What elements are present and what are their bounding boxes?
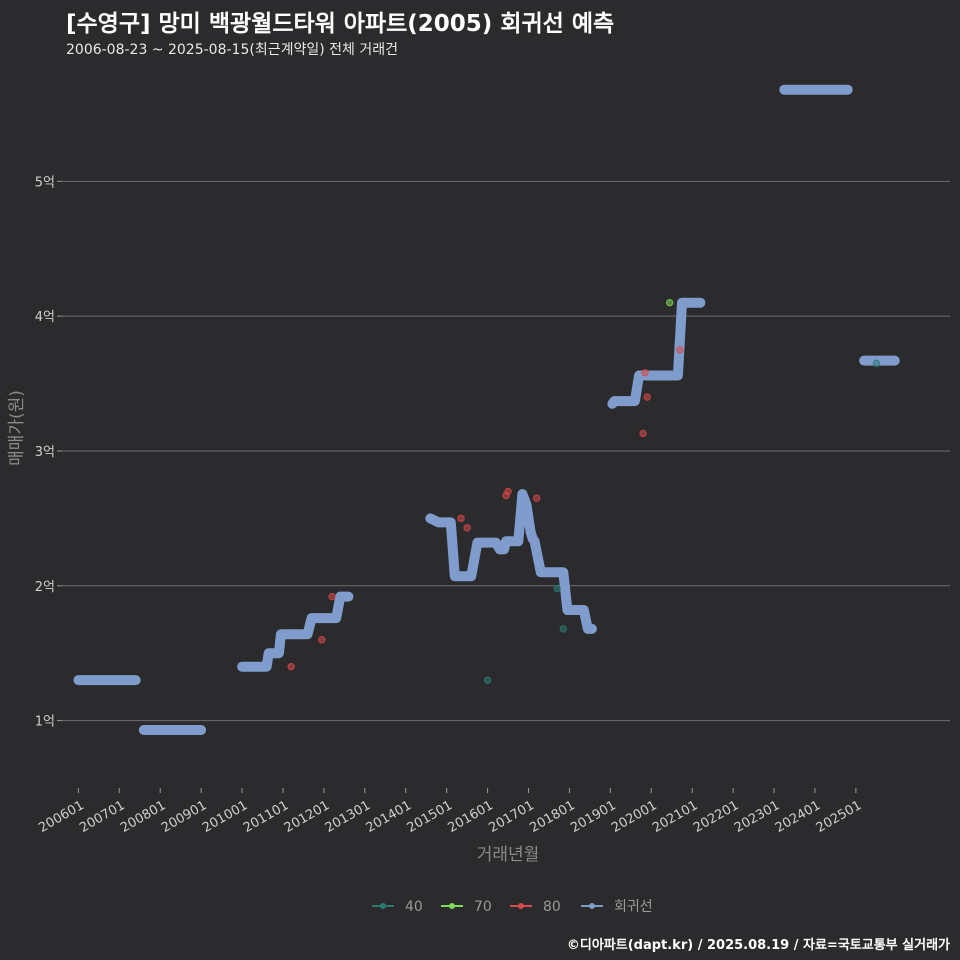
data-point-80 [328,592,336,601]
legend-key-dot [589,903,595,909]
legend-key-dot [380,903,386,909]
data-point-40 [559,625,567,633]
x-tick-label: 201401 [364,798,414,836]
data-point-80 [463,524,471,532]
x-tick-label: 202201 [691,798,741,836]
x-tick-label: 200601 [36,798,86,836]
data-point-40 [483,676,492,684]
legend-label: 40 [405,899,423,915]
legend-key-dot [518,903,524,909]
y-axis-title: 매매가(원) [7,390,27,466]
x-tick-label: 201601 [445,798,495,836]
x-tick-label: 202501 [814,798,864,836]
regression-line [425,489,597,634]
y-tick-label: 2억 [35,580,55,595]
x-tick-label: 201501 [405,798,455,836]
data-point-70 [665,298,674,307]
data-point-80 [457,514,465,523]
data-point-80 [676,346,684,354]
legend-label: 70 [474,899,492,915]
x-tick-label: 202401 [773,798,823,836]
x-tick-label: 200801 [118,798,168,836]
data-point-40 [872,359,881,368]
grid-lines [62,180,950,722]
regression-line [607,297,706,409]
y-tick-label: 4억 [35,310,55,325]
x-axis-title: 거래년월 [477,845,540,865]
x-tick-label: 201801 [527,798,577,836]
y-tick-label: 3억 [35,445,55,460]
x-tick-label: 201201 [282,798,332,836]
regression-lines [73,84,900,735]
x-tick-label: 202301 [732,798,782,836]
x-tick-label: 202001 [609,798,659,836]
legend-label: 80 [543,899,561,915]
legend-key-dot [449,903,455,909]
data-point-80 [643,393,651,401]
scatter-points [287,298,881,684]
y-tick-label: 1억 [35,715,55,730]
data-point-40 [553,584,561,593]
x-tick-label: 201901 [568,798,618,836]
data-point-80 [504,487,512,496]
data-point-80 [639,429,647,438]
y-axis-ticks: 1억 2억 3억 4억 5억 [35,175,62,730]
legend-label: 회귀선 [614,899,653,915]
x-tick-label: 201301 [323,798,373,836]
data-point-80 [532,494,541,502]
chart-title: [수영구] 망미 백광월드타워 아파트(2005) 회귀선 예측 [66,11,615,37]
y-tick-label: 5억 [35,175,55,190]
data-point-80 [318,636,326,644]
data-point-80 [287,662,295,671]
source-caption: ©디아파트(dapt.kr) / 2025.08.19 / 자료=국토교통부 실… [566,938,950,953]
regression-line [237,591,354,672]
data-point-80 [641,369,649,377]
x-axis-ticks: 2006012007012008012009012010012011012012… [36,788,864,836]
legend: 40 70 80 회귀선 [372,899,653,915]
x-tick-label: 201001 [200,798,250,836]
x-tick-label: 202101 [650,798,700,836]
x-tick-label: 201701 [486,798,536,836]
x-tick-label: 200701 [77,798,127,836]
x-tick-label: 201101 [241,798,291,836]
chart-subtitle: 2006-08-23 ~ 2025-08-15(최근계약일) 전체 거래건 [66,42,398,58]
x-tick-label: 200901 [159,798,209,836]
